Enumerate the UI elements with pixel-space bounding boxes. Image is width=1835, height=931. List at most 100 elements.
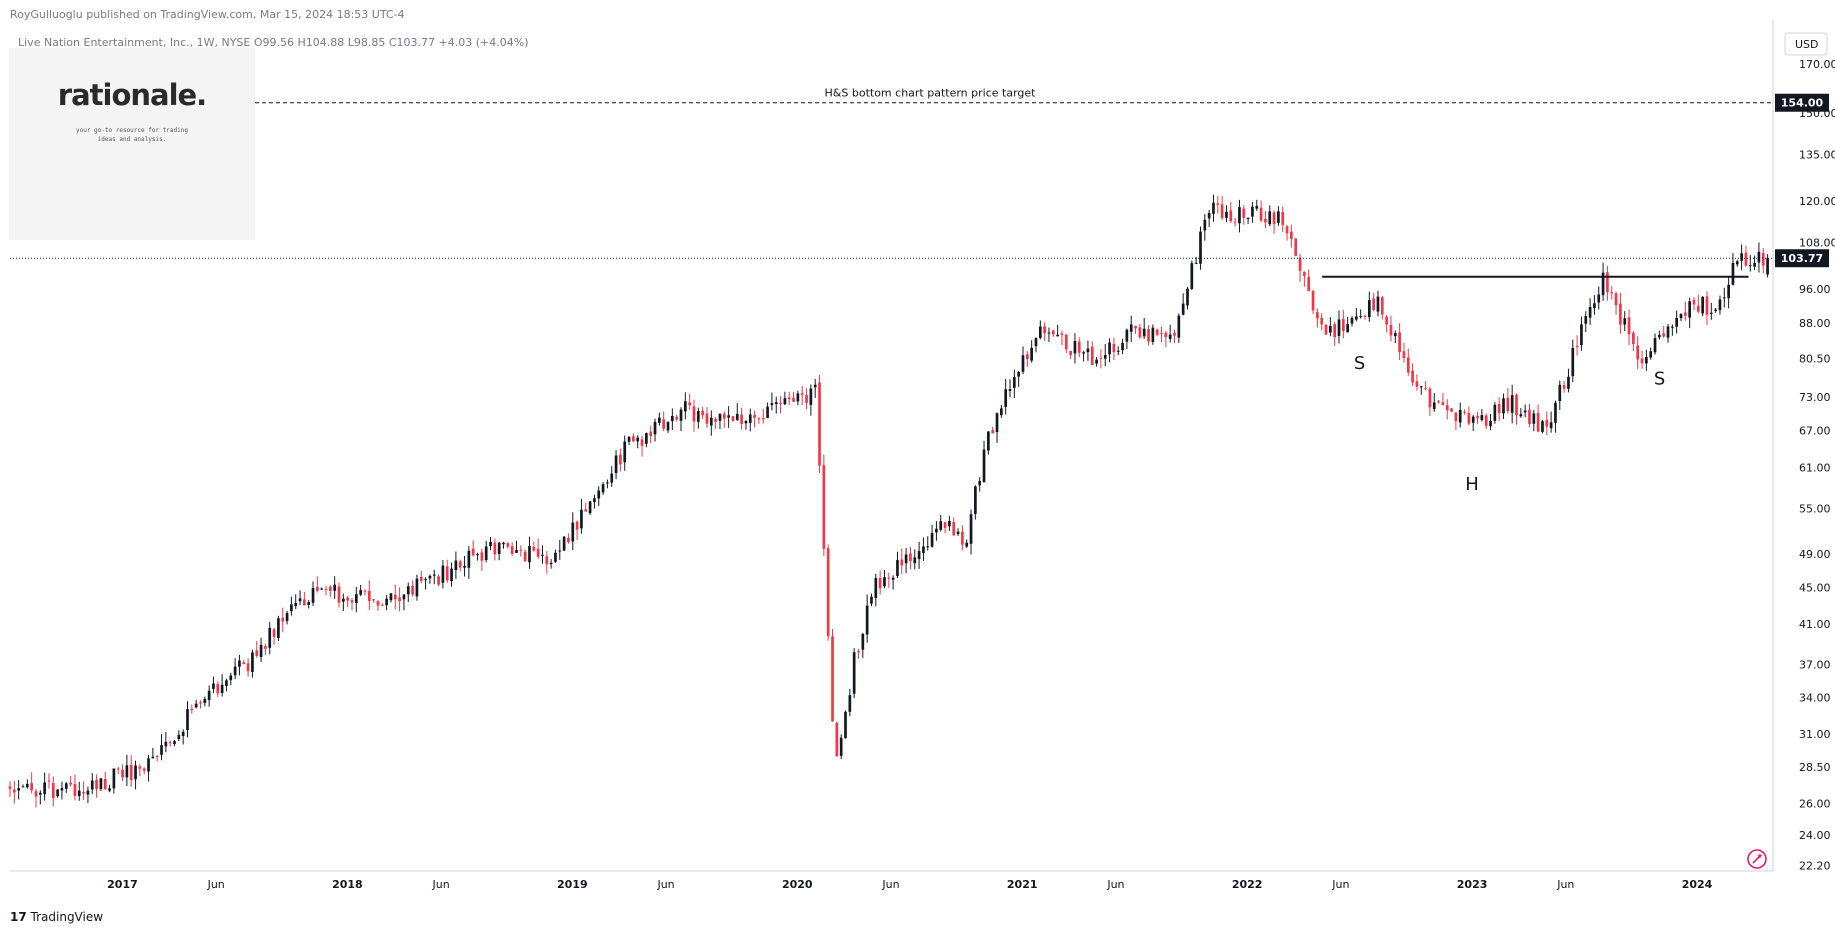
candle-body [1290, 231, 1293, 239]
candle-body [285, 612, 289, 622]
candle-body [1597, 294, 1601, 303]
candle-body [1069, 351, 1072, 355]
candle-body [735, 413, 739, 420]
candle-body [1017, 372, 1021, 377]
candle-body [1285, 226, 1289, 234]
candle-body [857, 651, 860, 653]
candle-body [402, 594, 406, 600]
candle-body [428, 575, 432, 579]
candle-body [1588, 307, 1592, 318]
candle-body [77, 790, 81, 797]
candle-body [1740, 253, 1743, 261]
candle-body [545, 556, 549, 565]
candle-body [1467, 413, 1471, 424]
candle-body [675, 416, 679, 420]
candle-body [926, 546, 930, 548]
y-tick-label-21: 22.20 [1799, 860, 1831, 873]
candle-body [696, 411, 700, 422]
candle-body [1259, 207, 1263, 221]
candle-body [619, 454, 622, 465]
candle-body [1458, 409, 1462, 423]
candle-body [463, 566, 466, 568]
y-tick-label-17: 31.00 [1799, 728, 1831, 741]
candle-body [1549, 422, 1553, 429]
candle-body [281, 617, 285, 622]
candle-body [541, 554, 544, 556]
candle-body [385, 598, 388, 606]
candle-body [532, 546, 536, 551]
candle-body [709, 417, 713, 426]
y-tick-label-10: 61.00 [1799, 462, 1831, 475]
candle-body [913, 557, 917, 564]
candle-body [1701, 296, 1704, 314]
candle-body [792, 397, 795, 402]
candle-body [363, 590, 367, 592]
candle-body [454, 560, 458, 571]
candle-body [264, 646, 267, 649]
candle-body [320, 588, 324, 590]
candle-body [1636, 345, 1640, 360]
candle-body [766, 406, 769, 418]
candle-body [151, 756, 155, 759]
candle-body [298, 598, 302, 602]
candle-body [1735, 261, 1739, 265]
tradingview-brand[interactable]: 17 TradingView [10, 910, 103, 924]
candle-body [874, 578, 878, 598]
candle-body [1532, 413, 1536, 424]
candle-body [1346, 323, 1350, 333]
candle-body [865, 605, 869, 635]
candle-body [1454, 412, 1458, 421]
candle-body [705, 413, 709, 424]
candle-body [1558, 384, 1562, 402]
x-tick-label-6: 2020 [782, 878, 813, 891]
x-tick-label-14: 2024 [1682, 878, 1713, 891]
y-tick-label-3: 120.00 [1799, 195, 1835, 208]
candle-body [220, 684, 224, 693]
candle-body [783, 398, 787, 405]
candle-body [316, 586, 319, 591]
y-tick-label-4: 108.00 [1799, 237, 1835, 250]
candle-body [1363, 315, 1367, 317]
candle-body [1471, 416, 1475, 423]
candle-body [502, 542, 505, 545]
candle-body [17, 788, 21, 791]
candle-body [1121, 342, 1124, 351]
candle-body [1186, 288, 1189, 306]
candle-body [636, 437, 640, 442]
candle-body [1601, 272, 1605, 296]
candle-body [333, 584, 337, 591]
candle-body [21, 786, 25, 788]
candle-body [1004, 389, 1008, 407]
magic-wand-icon[interactable] [1746, 848, 1768, 870]
candle-body [701, 410, 704, 416]
candle-body [1082, 352, 1085, 354]
time-axis: 2017 Jun 2018 Jun 2019 Jun 2020 Jun 2021 Jun 2022 J… [107, 878, 1713, 891]
pattern-label-h-1: H [1465, 474, 1479, 495]
candle-body [1324, 324, 1328, 335]
candle-body [238, 660, 241, 667]
candle-body [839, 737, 843, 756]
candle-body [597, 490, 601, 499]
candle-body [965, 542, 969, 547]
candle-body [1753, 262, 1756, 267]
candle-body [645, 433, 648, 444]
candle-body [1116, 350, 1120, 352]
candle-body [1385, 316, 1388, 325]
candle-body [1281, 212, 1285, 226]
candle-body [1160, 332, 1163, 334]
candle-body [982, 449, 986, 482]
candle-body [259, 644, 263, 658]
candle-body [311, 588, 315, 603]
candle-body [1411, 370, 1414, 383]
candle-body [86, 790, 90, 795]
candle-body [510, 546, 514, 555]
candle-body [580, 509, 583, 529]
candle-body [1255, 205, 1259, 209]
candle-body [424, 579, 427, 581]
candle-body [1632, 332, 1635, 345]
candle-body [554, 552, 557, 562]
candle-body [1329, 325, 1332, 333]
candle-body [1372, 298, 1375, 310]
candle-body [1147, 329, 1150, 342]
